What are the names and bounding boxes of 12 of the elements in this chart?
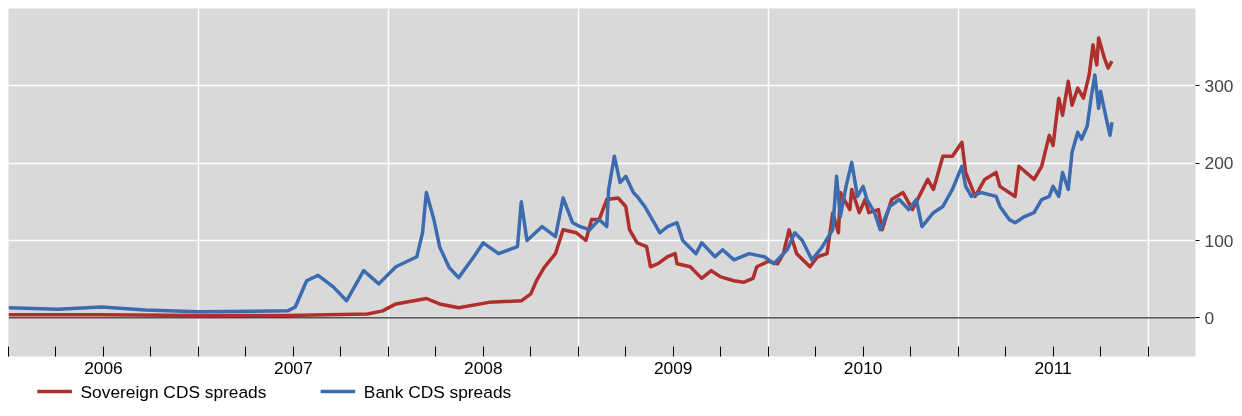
legend-label: Sovereign CDS spreads — [80, 381, 267, 402]
y-tick-label: 200 — [1204, 153, 1234, 174]
legend-label: Bank CDS spreads — [363, 381, 512, 402]
x-tick-label: 2010 — [843, 357, 883, 378]
y-tick-label: 0 — [1204, 307, 1215, 328]
x-tick-label: 2009 — [653, 357, 693, 378]
y-tick-label: 100 — [1204, 230, 1234, 251]
x-tick-label: 2011 — [1034, 357, 1072, 378]
x-tick-label: 2006 — [84, 357, 123, 378]
y-tick-label: 300 — [1204, 75, 1234, 96]
x-tick-label: 2007 — [274, 357, 313, 378]
x-tick-label: 2008 — [464, 357, 503, 378]
